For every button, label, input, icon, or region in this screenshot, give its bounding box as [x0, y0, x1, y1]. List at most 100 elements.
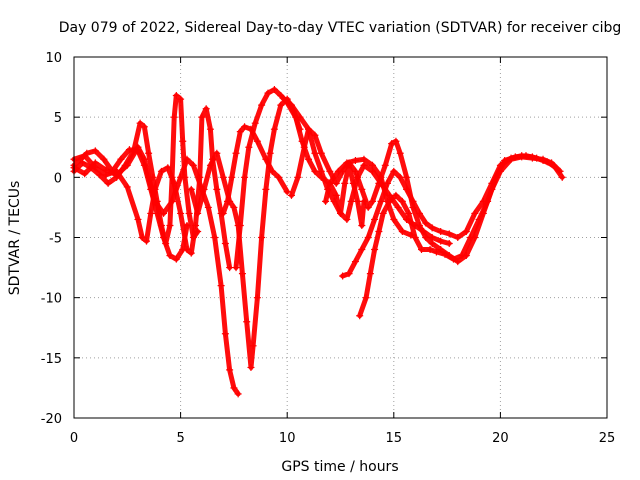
data-point [383, 179, 391, 187]
data-point [428, 240, 436, 248]
data-point [311, 167, 319, 175]
y-tick-label: -5 [49, 232, 62, 247]
x-tick-label: 0 [70, 431, 78, 446]
data-point [206, 161, 214, 169]
data-point [522, 152, 530, 160]
data-point [543, 158, 551, 166]
data-point [445, 230, 453, 238]
data-point [533, 154, 541, 162]
data-point [262, 185, 270, 193]
series-trace-10 [323, 162, 367, 228]
data-point [398, 227, 406, 235]
y-axis-label: SDTVAR / TECUs [7, 181, 23, 296]
series-trace-6 [220, 124, 290, 216]
data-point [332, 191, 340, 199]
data-point [484, 197, 492, 205]
data-point [392, 191, 400, 199]
data-point [157, 167, 165, 175]
data-point [147, 209, 155, 217]
data-point [264, 89, 272, 97]
data-point [337, 209, 344, 217]
data-point [262, 155, 270, 163]
data-point [358, 185, 366, 193]
data-point [511, 153, 519, 161]
data-point [347, 197, 355, 205]
data-point [492, 173, 500, 181]
data-point [415, 209, 423, 217]
data-point [79, 159, 87, 167]
data-point [386, 197, 394, 205]
x-axis-label: GPS time / hours [281, 459, 398, 475]
data-point [194, 209, 202, 217]
data-point [471, 209, 479, 217]
data-point [396, 149, 404, 157]
data-point [187, 249, 195, 257]
data-point [368, 167, 376, 175]
data-point [245, 143, 253, 151]
data-point [375, 179, 383, 187]
data-point [217, 282, 225, 290]
data-point [275, 173, 283, 181]
data-point [226, 366, 234, 374]
data-point [552, 164, 560, 172]
data-point [390, 167, 398, 175]
data-point [192, 221, 200, 229]
data-point [279, 94, 287, 102]
data-point [398, 197, 406, 205]
data-point [445, 240, 453, 248]
data-point [558, 173, 566, 181]
data-point [232, 264, 240, 272]
data-point [270, 85, 278, 93]
data-point [418, 246, 426, 254]
data-point [405, 209, 413, 217]
data-point [379, 209, 387, 217]
series-trace-2 [71, 93, 201, 246]
data-point [454, 234, 462, 241]
data-point [366, 270, 374, 278]
data-point [123, 183, 131, 191]
data-point [202, 105, 210, 113]
x-tick-label: 25 [599, 431, 616, 446]
grid [74, 57, 607, 418]
data-point [183, 246, 191, 254]
y-tick-label: -10 [41, 292, 62, 307]
data-point [311, 149, 319, 157]
data-point [164, 164, 172, 172]
data-point [409, 197, 417, 205]
data-point [287, 191, 295, 199]
data-point [345, 270, 353, 278]
data-point [234, 390, 242, 398]
data-point [403, 185, 411, 193]
data-point [422, 234, 430, 241]
data-point [140, 123, 148, 131]
data-point [362, 294, 370, 302]
data-point [462, 227, 470, 235]
data-point [172, 255, 180, 263]
data-point [228, 173, 236, 181]
data-point [296, 113, 304, 121]
data-point [183, 155, 191, 163]
data-point [317, 149, 325, 157]
data-point [326, 167, 334, 175]
data-point [230, 384, 238, 392]
data-point [170, 113, 178, 121]
data-point [415, 221, 423, 229]
data-point [177, 95, 185, 103]
data-point [224, 197, 232, 205]
data-point [396, 173, 404, 181]
data-point [206, 125, 214, 133]
data-point [441, 250, 449, 258]
data-point [204, 203, 212, 211]
data-point [219, 173, 227, 181]
data-point [356, 312, 364, 320]
data-point [213, 185, 221, 193]
data-point [123, 161, 131, 169]
y-tick-label: 10 [45, 51, 62, 66]
data-point [428, 224, 436, 232]
data-point [136, 119, 144, 127]
data-point [213, 149, 221, 157]
data-point [371, 215, 379, 223]
data-point [354, 197, 362, 205]
data-point [371, 246, 379, 254]
data-point [142, 237, 150, 245]
